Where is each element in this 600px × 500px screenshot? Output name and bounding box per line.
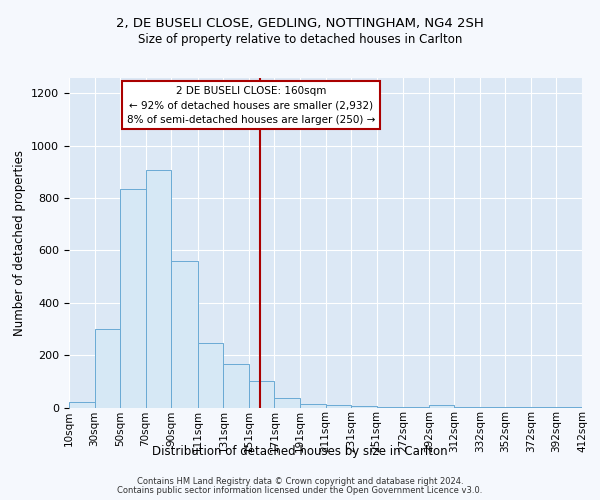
Text: Contains HM Land Registry data © Crown copyright and database right 2024.: Contains HM Land Registry data © Crown c… [137, 477, 463, 486]
Bar [351, 406, 377, 407]
Y-axis label: Number of detached properties: Number of detached properties [13, 150, 26, 336]
Bar [325, 405, 351, 407]
Bar [69, 402, 95, 407]
Bar [300, 404, 325, 407]
Bar [274, 398, 300, 407]
Text: Size of property relative to detached houses in Carlton: Size of property relative to detached ho… [138, 32, 462, 46]
Bar [120, 189, 146, 408]
Bar [171, 261, 198, 408]
Bar [429, 405, 454, 407]
Bar [146, 170, 171, 408]
Text: 2, DE BUSELI CLOSE, GEDLING, NOTTINGHAM, NG4 2SH: 2, DE BUSELI CLOSE, GEDLING, NOTTINGHAM,… [116, 18, 484, 30]
Text: 2 DE BUSELI CLOSE: 160sqm
← 92% of detached houses are smaller (2,932)
8% of sem: 2 DE BUSELI CLOSE: 160sqm ← 92% of detac… [127, 86, 376, 124]
Bar [249, 382, 274, 407]
Bar [377, 407, 403, 408]
Bar [198, 344, 223, 407]
Text: Contains public sector information licensed under the Open Government Licence v3: Contains public sector information licen… [118, 486, 482, 495]
Text: Distribution of detached houses by size in Carlton: Distribution of detached houses by size … [152, 444, 448, 458]
Bar [95, 329, 120, 407]
Bar [223, 364, 249, 408]
